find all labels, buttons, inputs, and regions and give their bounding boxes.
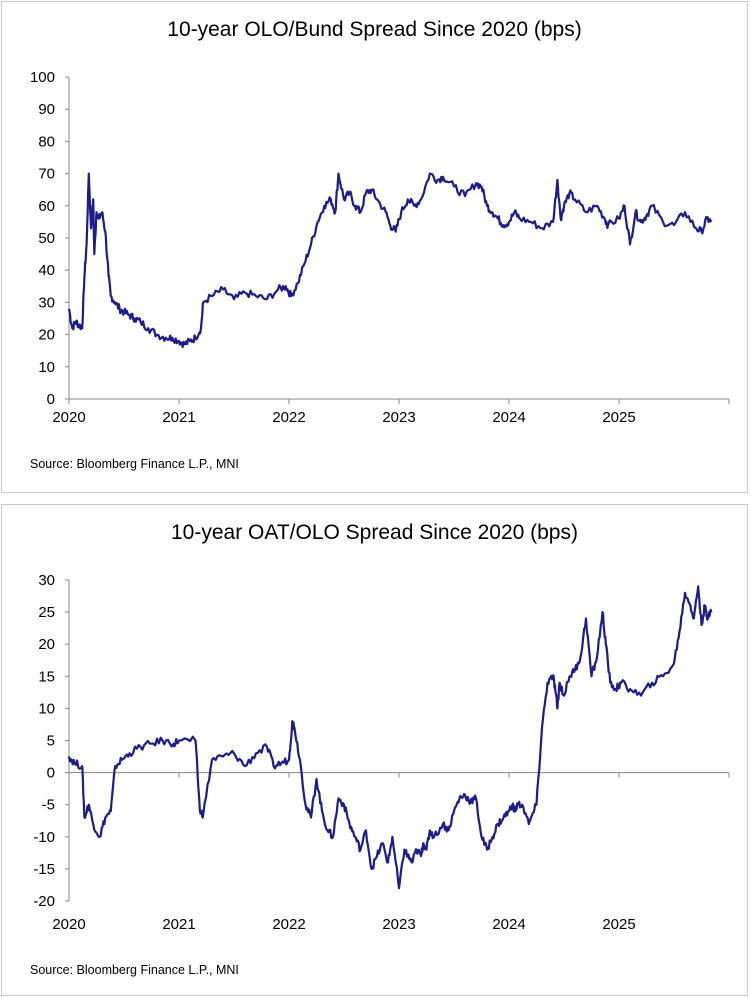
y-tick-label: 0: [47, 391, 55, 408]
chart-title: 10-year OLO/Bund Spread Since 2020 (bps): [167, 18, 582, 41]
series-line: [67, 585, 713, 890]
y-tick-label: 15: [38, 668, 55, 685]
y-tick-label: -5: [42, 797, 55, 814]
x-tick-label: 2024: [492, 409, 525, 426]
x-tick-label: 2022: [272, 409, 305, 426]
y-tick-label: 60: [38, 198, 55, 215]
x-tick-label: 2022: [272, 916, 305, 933]
y-tick-label: -20: [33, 893, 55, 910]
y-tick-label: 5: [47, 733, 55, 750]
y-tick-label: 10: [38, 359, 55, 376]
x-tick-label: 2024: [492, 916, 525, 933]
y-tick-label: -15: [33, 861, 55, 878]
x-tick-label: 2020: [52, 916, 85, 933]
series-line: [67, 172, 713, 349]
x-tick-label: 2021: [162, 916, 195, 933]
y-tick-label: 30: [38, 572, 55, 589]
y-tick-label: 40: [38, 262, 55, 279]
x-tick-label: 2025: [602, 409, 635, 426]
y-tick-label: 0: [47, 765, 55, 782]
chart-source: Source: Bloomberg Finance L.P., MNI: [30, 963, 239, 977]
y-tick-label: 80: [38, 133, 55, 150]
y-tick-label: 30: [38, 294, 55, 311]
chart-panel-oat-olo: 10-year OAT/OLO Spread Since 2020 (bps) …: [1, 504, 748, 996]
y-tick-label: 50: [38, 230, 55, 247]
chart-source: Source: Bloomberg Finance L.P., MNI: [30, 457, 239, 471]
x-tick-label: 2023: [382, 409, 415, 426]
y-tick-label: 10: [38, 700, 55, 717]
x-tick-label: 2023: [382, 916, 415, 933]
y-tick-label: 25: [38, 604, 55, 621]
x-tick-label: 2025: [602, 916, 635, 933]
chart-plot: 0 10 20 30 40 50 60 70 80 90 100 2020 2021 2022 2023 20…: [30, 69, 730, 426]
chart-title: 10-year OAT/OLO Spread Since 2020 (bps): [171, 521, 578, 544]
chart-panel-olo-bund: 10-year OLO/Bund Spread Since 2020 (bps)…: [1, 1, 748, 493]
x-tick-label: 2020: [52, 409, 85, 426]
y-tick-label: 20: [38, 636, 55, 653]
y-tick-label: 70: [38, 166, 55, 183]
x-tick-label: 2021: [162, 409, 195, 426]
y-tick-label: 90: [38, 101, 55, 118]
y-tick-label: 100: [30, 69, 55, 86]
y-tick-label: 20: [38, 327, 55, 344]
y-tick-label: -10: [33, 829, 55, 846]
